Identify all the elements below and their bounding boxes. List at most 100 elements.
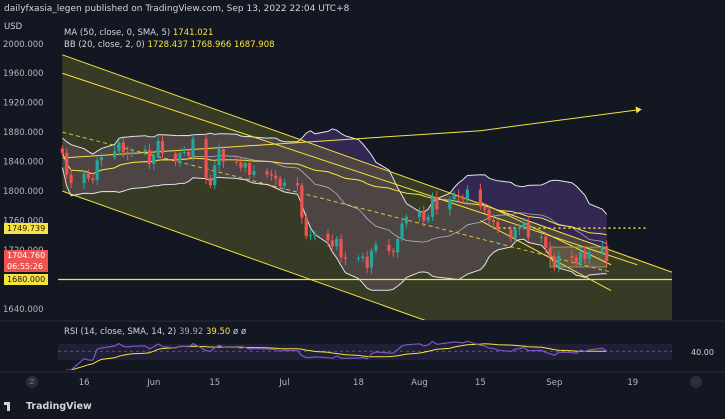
- trendline[interactable]: [480, 220, 612, 291]
- candle-body: [387, 244, 391, 251]
- candle-body: [213, 165, 217, 186]
- candle: [557, 251, 561, 273]
- zoom-button[interactable]: Z: [26, 376, 38, 388]
- candle-body: [448, 199, 452, 210]
- candle-body: [557, 255, 561, 267]
- candle-body: [160, 141, 165, 154]
- resistance-price-tag[interactable]: 1749.739: [4, 222, 49, 234]
- candle-body: [374, 244, 378, 251]
- candle: [478, 183, 482, 210]
- candle-body: [605, 246, 609, 262]
- trendlines[interactable]: [58, 54, 672, 409]
- candle: [356, 255, 361, 262]
- candle-body: [487, 209, 491, 220]
- candle-body: [82, 173, 86, 183]
- candle-body: [121, 142, 125, 153]
- tradingview-logo-icon: [4, 400, 22, 412]
- trendline[interactable]: [480, 201, 612, 266]
- candle-body: [356, 258, 361, 260]
- candle: [113, 145, 117, 161]
- candle: [178, 148, 182, 168]
- trendline[interactable]: [62, 130, 481, 159]
- time-tick-label: 19: [627, 378, 638, 388]
- candle-body: [517, 227, 522, 229]
- candle: [126, 146, 130, 161]
- candle: [300, 182, 304, 224]
- time-tick-label: Aug: [411, 378, 428, 388]
- candle: [369, 247, 374, 274]
- candle-body: [404, 216, 408, 224]
- rsi-line: [66, 340, 608, 370]
- current-price-tag[interactable]: 1704.760 06:55:26: [4, 250, 49, 273]
- trendline[interactable]: [62, 54, 672, 273]
- candle: [496, 219, 500, 234]
- candle: [239, 156, 243, 172]
- trendline[interactable]: [62, 72, 638, 266]
- trendline[interactable]: [62, 190, 672, 408]
- candle-body: [343, 257, 348, 259]
- rsi-legend-ll: ø: [240, 327, 247, 337]
- candle-body: [578, 251, 583, 264]
- candle: [483, 203, 487, 214]
- candle-body: [365, 256, 369, 268]
- rsi-moving-average: [66, 343, 607, 370]
- candle: [82, 170, 86, 190]
- time-tick-label: 18: [353, 378, 364, 388]
- candle-body: [208, 177, 213, 186]
- candle-body: [544, 236, 548, 248]
- rsi-pane[interactable]: [58, 340, 672, 370]
- candle-body: [252, 171, 256, 175]
- candle: [143, 145, 147, 157]
- candle-body: [113, 151, 117, 158]
- bb-legend[interactable]: BB (20, close, 2, 0) 1728.437 1768.966 1…: [64, 40, 275, 50]
- trendline[interactable]: [62, 131, 612, 273]
- candle-body: [552, 256, 557, 267]
- rsi-legend-label: RSI (14, close, SMA, 14, 2): [64, 327, 177, 337]
- ma-legend[interactable]: MA (50, close, 0, SMA, 5) 1741.021: [64, 28, 213, 38]
- candle: [121, 138, 125, 158]
- candle: [435, 191, 439, 215]
- candle: [130, 149, 134, 158]
- time-tick-label: 15: [209, 378, 220, 388]
- price-tick-label: 1880.000: [3, 128, 44, 138]
- main-pane[interactable]: [58, 54, 672, 409]
- time-tick-label: Sep: [546, 378, 562, 388]
- candle: [396, 234, 400, 259]
- candle: [426, 213, 430, 224]
- candle-body: [248, 163, 252, 175]
- candle: [278, 175, 282, 189]
- consolidation-box[interactable]: [549, 246, 608, 268]
- candle: [570, 250, 574, 264]
- candle: [313, 230, 317, 241]
- candle-body: [430, 196, 435, 217]
- settings-gear-icon[interactable]: [690, 376, 702, 388]
- bollinger-upper-band: [62, 128, 608, 215]
- time-tick-label: Jul: [278, 378, 289, 388]
- support-price-tag[interactable]: 1680.000: [4, 273, 49, 285]
- candle-body: [221, 149, 226, 162]
- candle: [548, 241, 552, 260]
- candle-body: [452, 195, 456, 200]
- candle: [430, 192, 435, 221]
- candle: [65, 148, 69, 179]
- candle: [304, 213, 308, 239]
- candle: [365, 250, 369, 273]
- candle-body: [95, 160, 99, 181]
- candle-body: [156, 141, 160, 156]
- candle-body: [313, 233, 317, 236]
- ma-legend-value: 1741.021: [172, 28, 214, 38]
- projection-arrow[interactable]: [480, 108, 642, 132]
- candle-body: [243, 163, 247, 168]
- rsi-legend-value: 39.92: [178, 327, 204, 337]
- time-axis[interactable]: 16 Jun 15 Jul 18 Aug 15 Sep 19: [79, 378, 639, 388]
- candle-body: [178, 152, 182, 161]
- candle: [544, 232, 548, 255]
- candle-body: [361, 256, 365, 259]
- candle: [182, 146, 186, 156]
- candle: [422, 205, 426, 227]
- candle-body: [522, 222, 526, 228]
- candle-body: [269, 174, 273, 176]
- rsi-legend[interactable]: RSI (14, close, SMA, 14, 2) 39.92 39.50 …: [64, 327, 246, 337]
- candle-body: [86, 173, 91, 179]
